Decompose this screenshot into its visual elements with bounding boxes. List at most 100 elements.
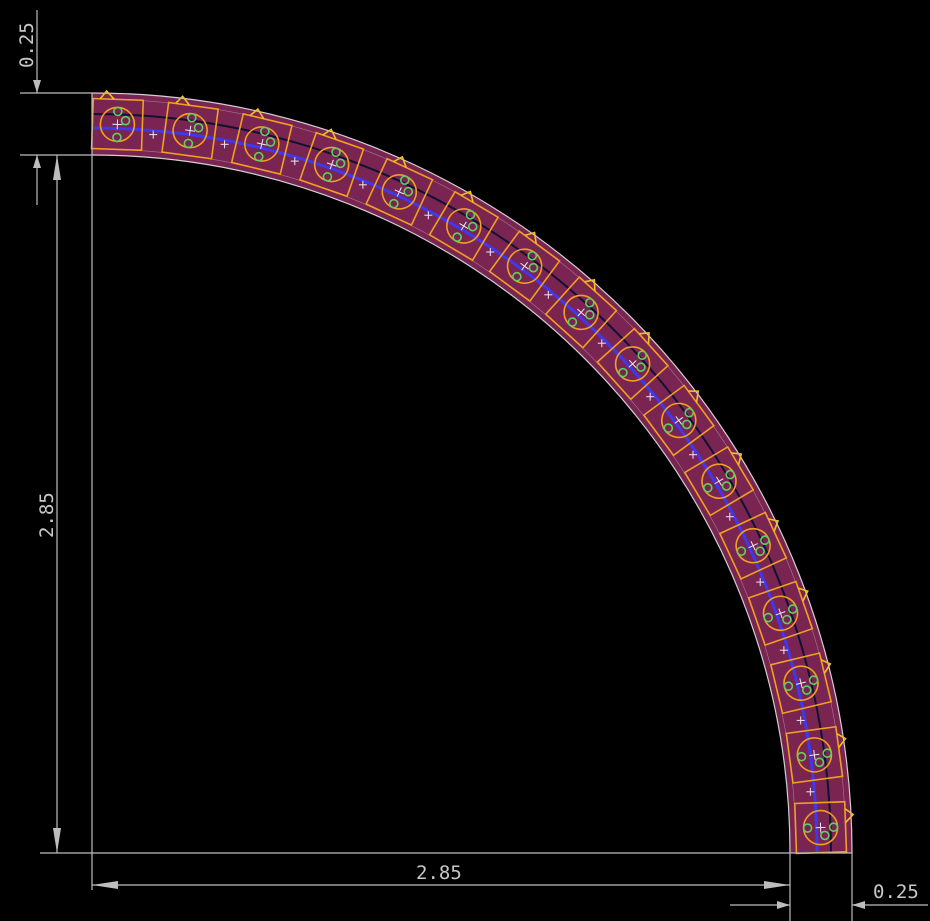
led-centre-mark	[577, 308, 585, 317]
via-marker	[646, 392, 655, 401]
led-body-outline	[747, 580, 814, 647]
led-component	[596, 327, 670, 401]
led-pad	[801, 685, 812, 695]
via-marker	[725, 512, 734, 521]
led-pad	[512, 271, 522, 282]
led-body-outline	[769, 652, 833, 715]
led-pad	[802, 823, 813, 833]
led-pad	[389, 198, 399, 209]
led-orientation-mark	[836, 733, 847, 749]
dimension-right-width: 0.25	[730, 853, 928, 921]
led-body-outline	[298, 131, 365, 198]
led-pad	[322, 171, 333, 182]
board-keepout-inner	[91, 148, 797, 854]
led-centre-mark	[714, 478, 724, 485]
via-marker	[756, 578, 765, 587]
led-pad	[763, 612, 774, 623]
led-pad	[193, 122, 204, 133]
led-pad	[663, 423, 674, 433]
led-orientation-mark	[797, 587, 809, 602]
led-orientation-mark	[175, 95, 191, 106]
led-pad	[783, 681, 794, 692]
led-orientation-mark	[393, 155, 407, 168]
led-pad	[528, 262, 539, 273]
led-component	[718, 511, 788, 580]
led-component	[683, 445, 755, 517]
led-orientation-mark	[460, 190, 474, 203]
led-pad	[113, 106, 123, 117]
led-pad	[399, 175, 410, 185]
led-body-outline	[596, 327, 670, 401]
led-pad	[567, 317, 578, 327]
led-pad	[187, 112, 197, 123]
led-body-outline	[544, 275, 618, 349]
led-pad	[331, 147, 341, 158]
led-pad	[760, 535, 770, 546]
led-pad	[796, 751, 807, 762]
led-pad	[782, 614, 792, 625]
led-pad	[584, 309, 595, 320]
dimension-bottom-width: 2.85	[91, 93, 791, 921]
led-component	[488, 230, 561, 303]
via-marker	[358, 180, 367, 189]
led-pad	[721, 481, 732, 491]
led-pad	[822, 748, 833, 758]
via-marker	[486, 248, 495, 256]
led-component	[747, 580, 814, 647]
led-pad	[120, 115, 131, 126]
led-centre-mark	[775, 611, 786, 616]
board-outline-outer	[91, 92, 853, 854]
led-orientation-mark	[639, 331, 650, 345]
led-pad	[814, 757, 825, 768]
via-marker	[689, 450, 697, 459]
led-pad	[755, 546, 765, 557]
via-marker	[796, 716, 805, 725]
led-orientation-mark	[844, 808, 855, 824]
led-centre-mark	[396, 187, 402, 197]
board-outline-inner	[91, 154, 791, 854]
led-orientation-mark	[820, 659, 832, 674]
led-orientation-mark	[688, 390, 700, 403]
dimension-label-top-height: 0.25	[16, 22, 38, 68]
led-component	[642, 384, 715, 457]
led-pad	[183, 138, 194, 149]
led-pad	[403, 186, 414, 197]
led-component	[544, 275, 618, 349]
led-body-outline	[642, 384, 715, 457]
via-marker	[806, 787, 815, 796]
led-pad	[585, 297, 595, 308]
led-centre-mark	[460, 221, 467, 231]
led-pad	[787, 604, 798, 614]
dimension-top-height: 0.25	[16, 10, 92, 205]
led-orientation-mark	[249, 107, 265, 120]
led-pad	[112, 132, 122, 143]
led-component	[230, 107, 293, 176]
led-centre-mark	[329, 159, 334, 170]
via-marker	[597, 339, 606, 348]
led-pad	[527, 250, 538, 261]
led-pad	[736, 546, 747, 556]
led-pad	[265, 137, 276, 147]
power-trace	[91, 126, 819, 854]
led-orientation-mark	[99, 89, 115, 100]
led-body-outline	[365, 157, 434, 227]
via-marker	[544, 290, 553, 299]
led-pad	[452, 232, 462, 242]
via-marker	[290, 157, 299, 166]
led-pad	[253, 151, 264, 162]
led-orientation-mark	[524, 231, 538, 244]
led-component	[793, 800, 855, 855]
led-component	[769, 652, 833, 715]
led-component	[428, 190, 500, 262]
pcb-board	[90, 89, 855, 855]
led-component	[785, 725, 847, 784]
led-body-outline	[718, 511, 788, 580]
led-pad	[828, 822, 839, 832]
led-pad	[703, 483, 713, 493]
led-body-outline	[428, 190, 500, 262]
led-centre-mark	[748, 543, 758, 549]
led-pad	[636, 362, 646, 372]
led-pad	[467, 221, 478, 232]
led-centre-mark	[260, 139, 264, 149]
led-centre-mark	[521, 261, 528, 271]
